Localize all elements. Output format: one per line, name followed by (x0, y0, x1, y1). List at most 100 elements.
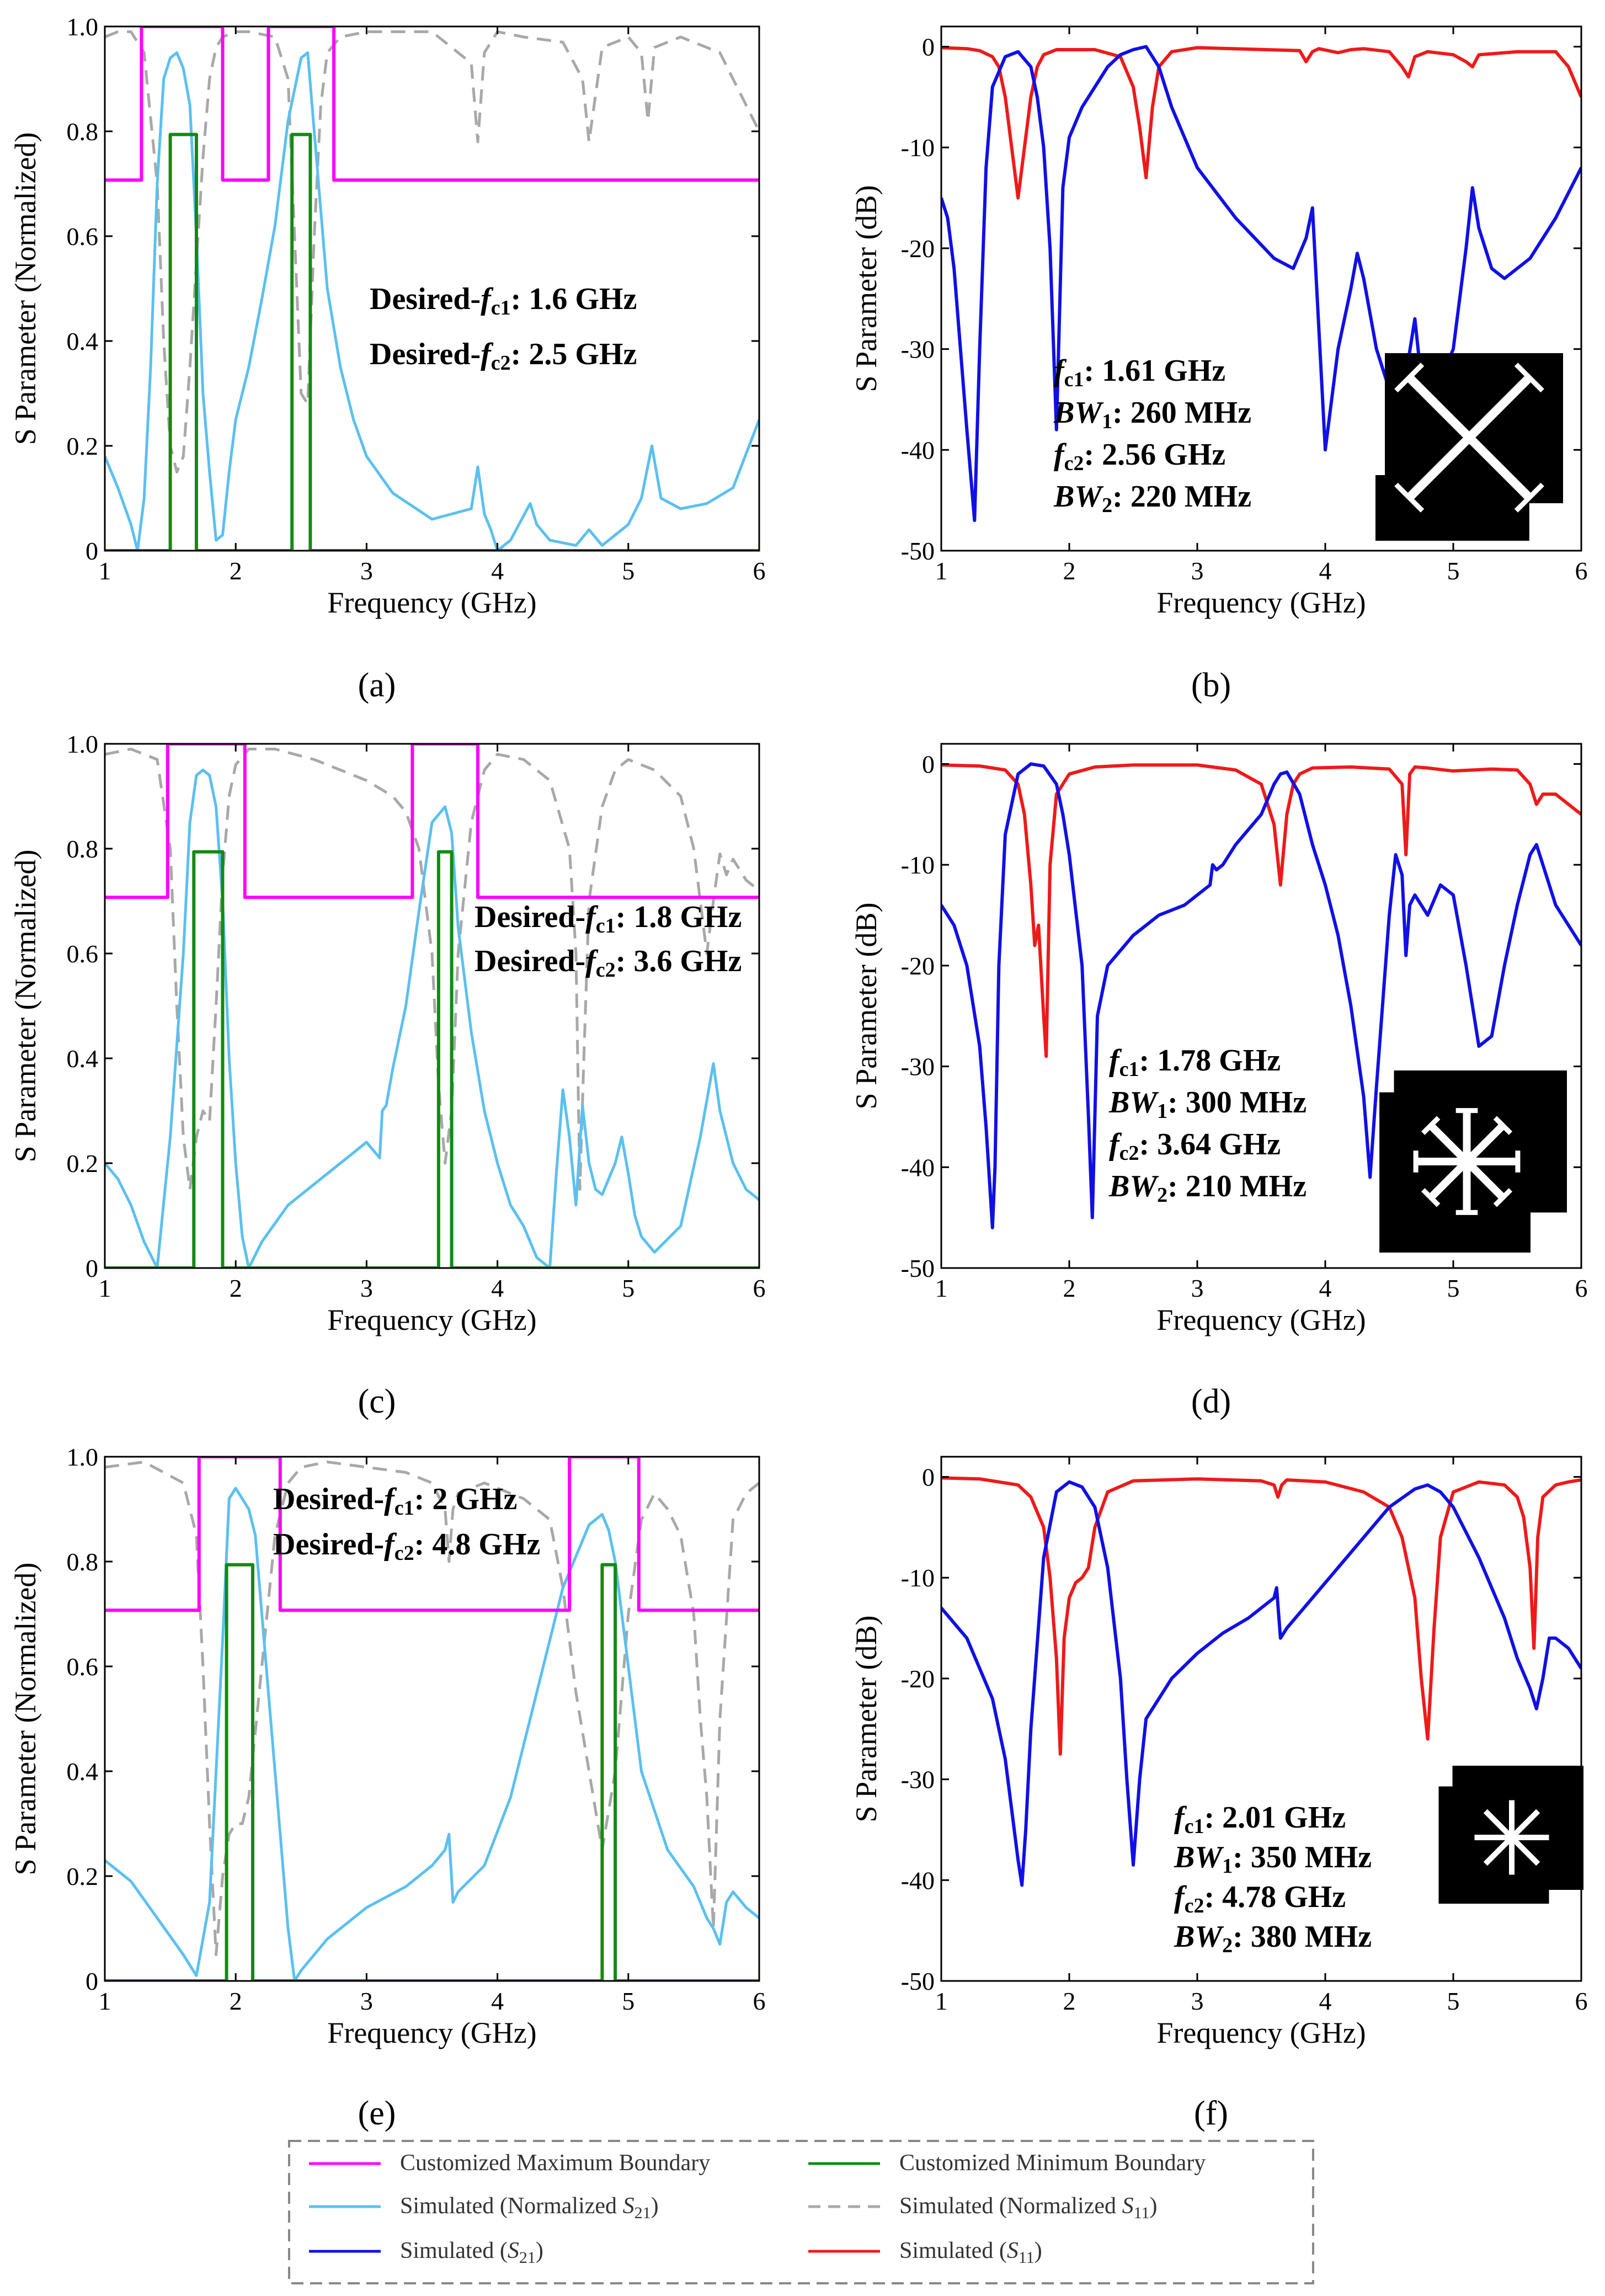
y-tick-label: 1.0 (67, 1443, 99, 1471)
y-tick-label: -10 (901, 851, 935, 879)
legend-label: Simulated (Normalized S11) (899, 2193, 1157, 2222)
x-axis-label: Frequency (GHz) (327, 1303, 536, 1336)
y-tick-label: -20 (901, 235, 935, 263)
y-tick-label: 0.4 (67, 1045, 99, 1073)
axes-frame (104, 1456, 760, 1982)
annotation: fc2: 3.64 GHz (1109, 1127, 1281, 1165)
annotation: Desired-fc2: 2.5 GHz (370, 337, 637, 375)
legend-item: Simulated (Normalized S11) (808, 2193, 1157, 2222)
annotation: fc1: 1.61 GHz (1054, 354, 1225, 391)
y-tick-label: 0.2 (67, 1862, 99, 1890)
y-tick-label: 0 (922, 33, 935, 61)
y-axis-label: S Parameter (dB) (850, 1616, 883, 1823)
panel-label: (d) (1191, 1383, 1231, 1420)
panel-e: 1 2 3 4 5 6 0 0.2 0.4 0.6 0.8 1.0 Frequency (GHz) S P… (9, 1443, 766, 2049)
y-tick-label: -40 (901, 436, 935, 464)
x-tick-label: 4 (1319, 1274, 1332, 1302)
x-tick-label: 1 (99, 1987, 111, 2015)
y-axis-label: S Parameter (Normalized) (9, 850, 42, 1163)
y-tick-label: 0 (922, 1463, 935, 1491)
legend-label: Simulated (S21) (400, 2238, 543, 2267)
x-tick-label: 2 (230, 1987, 242, 2015)
legend-border (288, 2140, 1314, 2284)
panel-label: (b) (1191, 667, 1231, 704)
x-axis-label: Frequency (GHz) (1156, 586, 1366, 619)
y-tick-label: -40 (901, 1153, 935, 1181)
x-tick-label: 6 (753, 1274, 766, 1302)
series-s11n (105, 30, 759, 473)
series-s21 (941, 1480, 1581, 1887)
series-s11n (105, 1461, 759, 1956)
y-tick-label: -40 (901, 1866, 935, 1894)
x-tick-label: 6 (1575, 557, 1588, 585)
x-tick-label: 5 (622, 1987, 634, 2015)
asterisk-pattern-icon (1438, 1766, 1583, 1904)
y-tick-label: -30 (901, 335, 935, 364)
annotation: BW2: 380 MHz (1174, 1920, 1372, 1957)
series-s21n (105, 769, 759, 1268)
y-tick-label: 0.4 (67, 1757, 99, 1786)
x-tick-label: 2 (1063, 1274, 1076, 1302)
y-axis-label: S Parameter (Normalized) (9, 132, 42, 445)
x-tick-label: 3 (1191, 1274, 1204, 1302)
x-tick-label: 4 (1319, 557, 1332, 585)
y-tick-label: -50 (901, 1254, 935, 1282)
legend-item: Simulated (Normalized S21) (309, 2193, 659, 2222)
annotation: BW2: 210 MHz (1108, 1169, 1307, 1207)
panel-label: (c) (358, 1383, 396, 1420)
legend-item: Customized Maximum Boundary (309, 2150, 710, 2176)
y-tick-label: 0.2 (67, 1149, 99, 1178)
x-tick-label: 3 (1191, 1987, 1204, 2015)
y-tick-label: 1.0 (67, 730, 99, 758)
x-tick-label: 1 (935, 1274, 948, 1302)
max-boundary-line (105, 26, 759, 182)
x-tick-label: 4 (491, 557, 504, 585)
series-s21n (105, 51, 759, 551)
panel-f: 1 2 3 4 5 6 -50 -40 -30 -20 -10 0 Frequency (GHz) S P… (850, 1456, 1588, 2049)
y-tick-label: 0.2 (67, 432, 99, 460)
x-tick-label: 1 (99, 557, 111, 585)
x-tick-label: 3 (360, 557, 373, 585)
panel-label: (a) (358, 667, 396, 704)
y-tick-label: 0.4 (67, 327, 99, 355)
x-tick-label: 3 (360, 1987, 373, 2015)
axes-frame (104, 25, 760, 552)
y-tick-label: 0.6 (67, 940, 99, 968)
annotation: fc2: 4.78 GHz (1174, 1880, 1346, 1917)
min-boundary-line (105, 850, 759, 1268)
annotation: BW2: 220 MHz (1053, 480, 1251, 517)
x-tick-label: 4 (491, 1987, 504, 2015)
series-s11 (941, 763, 1581, 1058)
y-axis-label: S Parameter (dB) (850, 903, 883, 1110)
legend-label: Simulated (S11) (899, 2238, 1042, 2267)
panel-c: 1 2 3 4 5 6 0 0.2 0.4 0.6 0.8 1.0 Frequency (GHz) S P… (9, 730, 766, 1336)
legend: Customized Maximum Boundary Customized Mi… (288, 2140, 1314, 2284)
annotation: Desired-fc1: 1.6 GHz (370, 282, 637, 319)
panel-a: 1 2 3 4 5 6 0 0.2 0.4 0.6 0.8 1.0 Frequency (GHz) S P… (9, 13, 766, 619)
x-axis-label: Frequency (GHz) (1156, 1303, 1366, 1336)
x-axis-label: Frequency (GHz) (327, 586, 536, 619)
legend-item: Simulated (S11) (808, 2238, 1042, 2267)
y-tick-label: -10 (901, 134, 935, 162)
axes-frame (940, 25, 1582, 552)
x-tick-label: 2 (1063, 1987, 1076, 2015)
annotation: Desired-fc1: 1.8 GHz (474, 900, 742, 937)
x-tick-label: 2 (1063, 557, 1076, 585)
annotation: fc1: 2.01 GHz (1174, 1800, 1346, 1838)
x-tick-label: 6 (1575, 1274, 1588, 1302)
annotation: BW1: 300 MHz (1108, 1085, 1307, 1123)
y-tick-label: -30 (901, 1766, 935, 1794)
legend-label: Simulated (Normalized S21) (400, 2193, 659, 2222)
y-tick-label: 0.8 (67, 835, 99, 863)
plot-area (105, 1457, 759, 1981)
plot-area (941, 762, 1581, 1229)
chart-panels: 1 2 3 4 5 6 0 0.2 0.4 0.6 0.8 1.0 Frequency (GHz) S P… (9, 13, 1588, 2132)
x-tick-label: 5 (1447, 1274, 1460, 1302)
x-tick-label: 5 (622, 557, 634, 585)
y-tick-label: 0 (86, 1967, 98, 1995)
snowflake-pattern-icon (1379, 1070, 1567, 1253)
y-axis-label: S Parameter (Normalized) (9, 1563, 42, 1876)
y-tick-label: 0 (922, 750, 935, 779)
y-tick-label: 0 (86, 537, 98, 565)
y-tick-label: 0.8 (67, 1548, 99, 1576)
